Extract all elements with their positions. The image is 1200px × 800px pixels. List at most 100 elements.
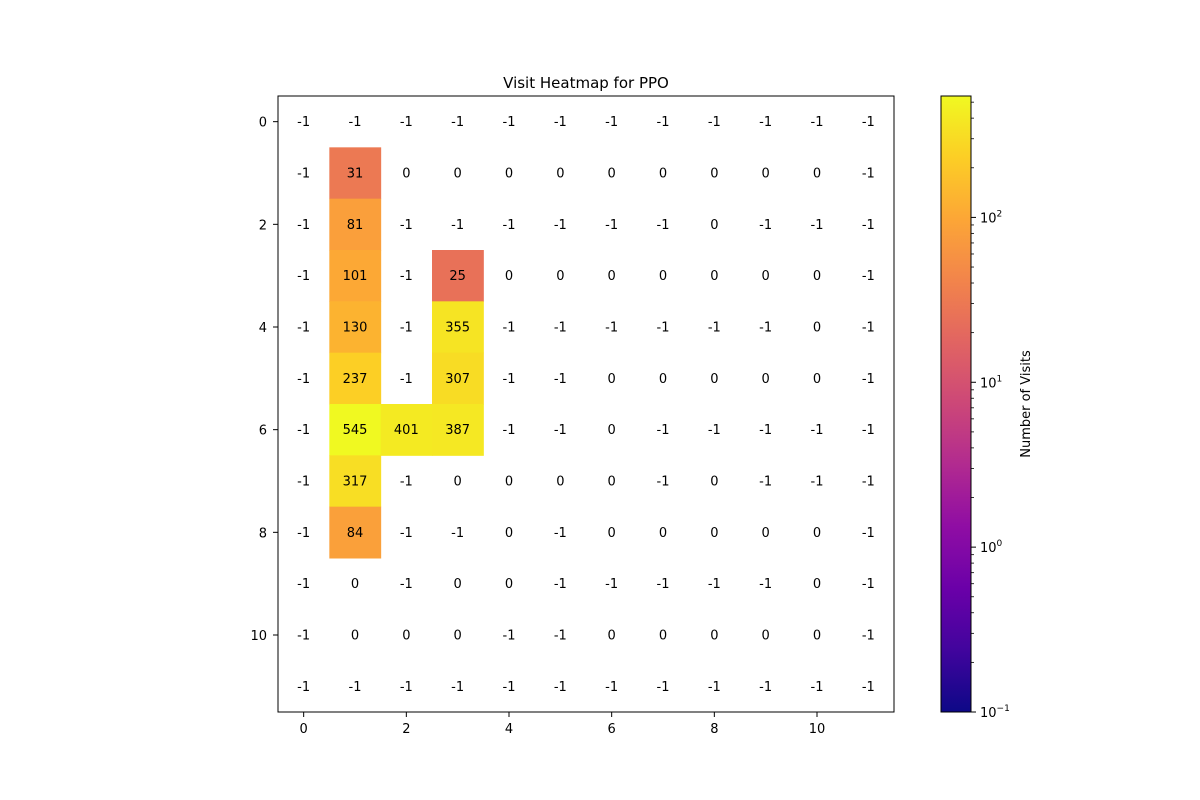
heatmap-cell-label: -1 xyxy=(297,475,310,490)
heatmap-cell-label: -1 xyxy=(862,321,875,336)
heatmap-cell-label: -1 xyxy=(400,115,413,130)
heatmap-cell-label: -1 xyxy=(400,218,413,233)
heatmap-cell-label: -1 xyxy=(811,680,824,695)
heatmap-cell-label: -1 xyxy=(554,423,567,438)
heatmap-cell-label: 0 xyxy=(659,372,667,387)
heatmap-cell xyxy=(432,404,484,456)
heatmap-cell xyxy=(329,506,382,559)
heatmap-cell xyxy=(432,250,484,302)
heatmap-cell-label: 31 xyxy=(347,167,364,182)
heatmap-cell-label: -1 xyxy=(708,577,721,592)
heatmap-cell-label: 0 xyxy=(813,321,821,336)
heatmap-cell-label: 0 xyxy=(813,167,821,182)
heatmap-cell-label: -1 xyxy=(759,218,772,233)
heatmap-cell-label: -1 xyxy=(862,218,875,233)
heatmap-cell-label: -1 xyxy=(297,321,310,336)
heatmap-cell-label: -1 xyxy=(759,423,772,438)
heatmap-cell-label: -1 xyxy=(862,577,875,592)
heatmap-cell-label: -1 xyxy=(657,680,670,695)
heatmap-cell-label: -1 xyxy=(503,372,516,387)
heatmap-cell-label: 81 xyxy=(347,218,364,233)
y-tick-label: 6 xyxy=(259,424,267,439)
y-tick-label: 0 xyxy=(259,116,267,131)
heatmap-cell-label: -1 xyxy=(451,680,464,695)
x-tick-label: 10 xyxy=(809,722,826,737)
heatmap-cell-label: -1 xyxy=(554,629,567,644)
heatmap-cell-label: 0 xyxy=(505,167,513,182)
heatmap-cell-label: 0 xyxy=(710,218,718,233)
heatmap-cell-label: -1 xyxy=(554,577,567,592)
heatmap-cell-label: 0 xyxy=(608,629,616,644)
heatmap-cell-label: 0 xyxy=(505,269,513,284)
heatmap-cell-label: -1 xyxy=(657,475,670,490)
heatmap-cell-label: 0 xyxy=(710,526,718,541)
heatmap-cell-label: 0 xyxy=(710,269,718,284)
heatmap-cell xyxy=(329,198,382,251)
heatmap-cell xyxy=(380,404,433,456)
heatmap-cell-label: -1 xyxy=(811,475,824,490)
heatmap-cell-label: -1 xyxy=(503,321,516,336)
heatmap-cell-label: 0 xyxy=(813,577,821,592)
colorbar-tick-label: 101 xyxy=(980,374,1002,391)
heatmap-cell-label: 25 xyxy=(449,269,466,284)
heatmap-cell-label: -1 xyxy=(297,629,310,644)
heatmap-cell-label: 0 xyxy=(402,629,410,644)
heatmap-cell-label: -1 xyxy=(657,577,670,592)
heatmap-cell-label: -1 xyxy=(759,577,772,592)
heatmap-cell-label: -1 xyxy=(554,372,567,387)
heatmap-cell-label: -1 xyxy=(759,680,772,695)
heatmap-cell-label: 0 xyxy=(402,167,410,182)
heatmap-cell-label: -1 xyxy=(862,423,875,438)
colorbar-tick-label: 100 xyxy=(980,539,1003,556)
heatmap-cell-label: -1 xyxy=(297,526,310,541)
heatmap-cell-label: 0 xyxy=(710,167,718,182)
heatmap-cell-label: -1 xyxy=(297,423,310,438)
heatmap-cell xyxy=(329,301,382,354)
heatmap-cell-label: 0 xyxy=(762,629,770,644)
heatmap-cell-label: -1 xyxy=(657,423,670,438)
heatmap-cell-label: -1 xyxy=(862,167,875,182)
heatmap-cell-label: 0 xyxy=(608,423,616,438)
heatmap-cell-label: 0 xyxy=(608,269,616,284)
heatmap-cell-label: 0 xyxy=(659,269,667,284)
heatmap-cell-label: -1 xyxy=(862,372,875,387)
heatmap-cell-label: 545 xyxy=(343,423,368,438)
heatmap-cell-label: -1 xyxy=(862,680,875,695)
heatmap-cell-label: 0 xyxy=(505,577,513,592)
heatmap-cell-label: 0 xyxy=(710,372,718,387)
heatmap-cell-label: 0 xyxy=(556,475,564,490)
heatmap-cell-label: 0 xyxy=(608,167,616,182)
heatmap-cell-label: 101 xyxy=(343,269,368,284)
y-tick-label: 4 xyxy=(259,321,267,336)
heatmap-cell-label: -1 xyxy=(811,115,824,130)
plot-frame xyxy=(277,95,895,713)
heatmap-cell-label: -1 xyxy=(400,321,413,336)
heatmap-cell-label: -1 xyxy=(657,115,670,130)
heatmap-cell-label: -1 xyxy=(554,321,567,336)
x-tick-label: 2 xyxy=(402,722,410,737)
heatmap-cell-label: -1 xyxy=(759,115,772,130)
heatmap-cell-label: -1 xyxy=(400,269,413,284)
heatmap-cell-label: -1 xyxy=(503,115,516,130)
heatmap-cell-label: 387 xyxy=(445,423,470,438)
heatmap-cell-label: -1 xyxy=(554,218,567,233)
heatmap-cell-label: 0 xyxy=(454,577,462,592)
heatmap-cell-label: 0 xyxy=(762,526,770,541)
y-tick-label: 2 xyxy=(259,218,267,233)
x-tick-label: 4 xyxy=(505,722,513,737)
heatmap-cell-label: 0 xyxy=(659,629,667,644)
heatmap-cell xyxy=(329,455,382,508)
heatmap-cell-label: 0 xyxy=(813,372,821,387)
heatmap-cell-label: 0 xyxy=(608,372,616,387)
heatmap-cell-label: 0 xyxy=(608,475,616,490)
heatmap-cell-label: -1 xyxy=(400,577,413,592)
heatmap-cell-label: -1 xyxy=(862,526,875,541)
heatmap-cell-label: -1 xyxy=(657,218,670,233)
heatmap-cell-label: 0 xyxy=(351,577,359,592)
heatmap-cell-label: -1 xyxy=(503,218,516,233)
heatmap-cell-label: 0 xyxy=(556,167,564,182)
heatmap-cell-label: 0 xyxy=(659,167,667,182)
heatmap-cell-label: 84 xyxy=(347,526,364,541)
